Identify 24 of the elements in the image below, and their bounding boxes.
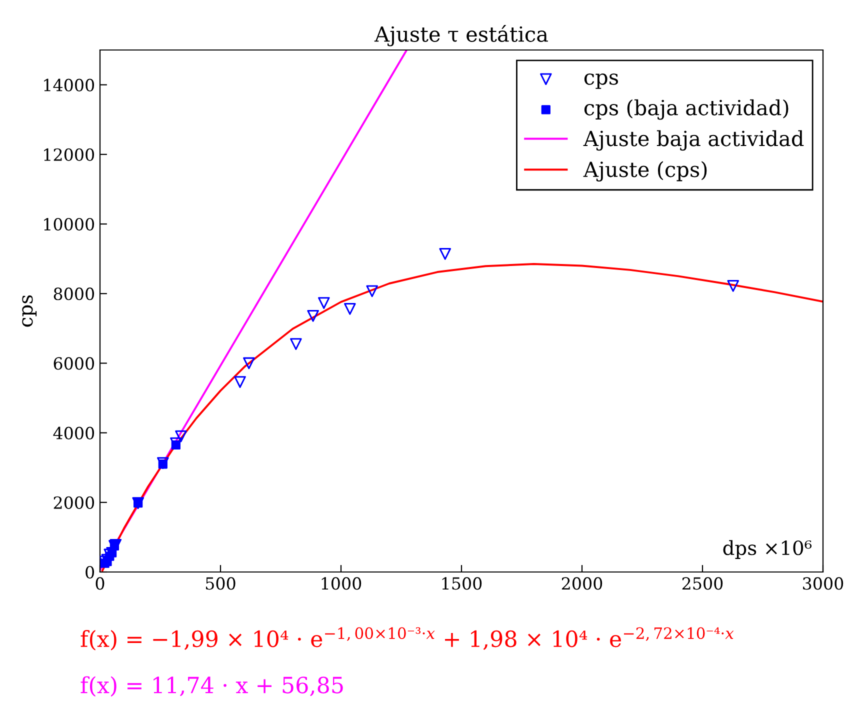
x-tick-label: 3000 xyxy=(803,577,844,590)
legend-label: cps (baja actividad) xyxy=(584,99,788,120)
y-tick-label: 0 xyxy=(86,566,94,579)
y-tick-label: 10000 xyxy=(44,218,94,231)
chart-title: Ajuste τ estática xyxy=(374,25,548,46)
y-tick-label: 12000 xyxy=(44,148,94,161)
text: f(x) = −1,99 × 10⁴ · e$^{−1,00×10⁻³·x}$ + 1,98 × 10⁴ · e$^{−2,72×10⁻⁴·x}$ xyxy=(80,627,734,650)
x-tick-label: 2500 xyxy=(682,577,723,590)
x-axis-title: dps ×10⁶ xyxy=(723,540,812,559)
legend-label: cps xyxy=(584,73,618,89)
text: f(x) = 11,74 · x + 56,85 xyxy=(80,676,343,697)
y-tick-label: 2000 xyxy=(54,496,94,509)
y-tick-label: 4000 xyxy=(53,426,94,440)
y-axis-title: cps xyxy=(22,295,37,327)
y-tick-label: 14000 xyxy=(44,78,94,92)
x-tick-label: 0 xyxy=(96,577,104,590)
legend-label: Ajuste (cps) xyxy=(583,161,707,182)
x-tick-label: 1500 xyxy=(442,577,482,590)
legend-label: Ajuste baja actividad xyxy=(583,130,804,151)
x-tick-label: 1000 xyxy=(322,577,362,590)
x-tick-label: 500 xyxy=(206,577,236,590)
x-tick-label: 2000 xyxy=(562,577,602,590)
y-tick-label: 6000 xyxy=(54,357,94,370)
y-tick-label: 8000 xyxy=(54,288,94,300)
